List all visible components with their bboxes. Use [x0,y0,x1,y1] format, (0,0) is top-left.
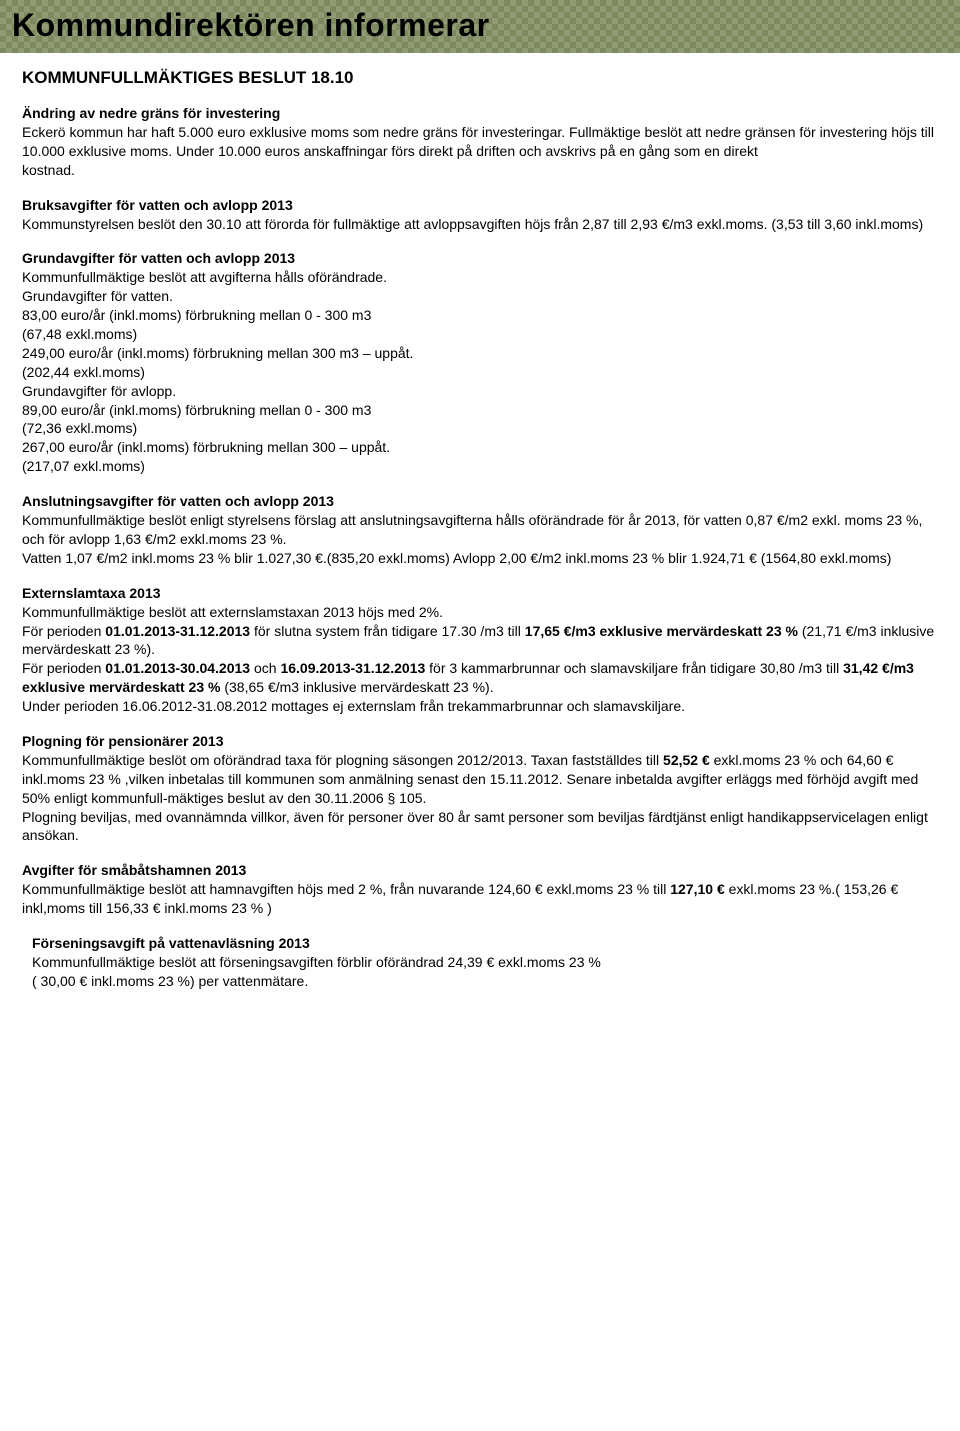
section-anslutning: Anslutningsavgifter för vatten och avlop… [22,492,938,568]
section-body: Kommunstyrelsen beslöt den 30.10 att för… [22,215,938,234]
text: för 3 kammarbrunnar och slamavskiljare f… [425,660,843,676]
section-body: Kommunfullmäktige beslöt att hamnavgifte… [22,880,938,918]
section-smabatshamn: Avgifter för småbåtshamnen 2013 Kommunfu… [22,861,938,918]
section-externslam: Externslamtaxa 2013 Kommunfullmäktige be… [22,584,938,716]
section-investering: Ändring av nedre gräns för investering E… [22,104,938,180]
banner-title: Kommundirektören informerar [12,4,948,47]
section-title: Plogning för pensionärer 2013 [22,732,938,751]
section-title: Ändring av nedre gräns för investering [22,104,938,123]
section-title: Förseningsavgift på vattenavläsning 2013 [32,934,938,953]
section-title: Grundavgifter för vatten och avlopp 2013 [22,249,938,268]
section-body: Kommunfullmäktige beslöt om oförändrad t… [22,751,938,845]
section-title: Bruksavgifter för vatten och avlopp 2013 [22,196,938,215]
page-banner: Kommundirektören informerar [0,0,960,53]
section-body: Kommunfullmäktige beslöt att externslams… [22,603,938,716]
section-body: Kommunfullmäktige beslöt enligt styrelse… [22,511,938,568]
page-subtitle: KOMMUNFULLMÄKTIGES BESLUT 18.10 [22,67,938,90]
section-title: Avgifter för småbåtshamnen 2013 [22,861,938,880]
section-body: Eckerö kommun har haft 5.000 euro exklus… [22,123,938,180]
section-bruksavgifter: Bruksavgifter för vatten och avlopp 2013… [22,196,938,234]
text: för slutna system från tidigare 17.30 /m… [250,623,525,639]
section-body: Kommunfullmäktige beslöt att förseningsa… [32,953,938,991]
section-body: Kommunfullmäktige beslöt att avgifterna … [22,268,938,476]
section-title: Anslutningsavgifter för vatten och avlop… [22,492,938,511]
text: och [250,660,280,676]
text: Kommunfullmäktige beslöt att hamnavgifte… [22,881,670,897]
bold-text: 52,52 € [663,752,710,768]
bold-text: 17,65 €/m3 exklusive mervärdeskatt 23 % [525,623,798,639]
page-content: KOMMUNFULLMÄKTIGES BESLUT 18.10 Ändring … [0,53,960,1028]
section-title: Externslamtaxa 2013 [22,584,938,603]
section-forsening: Förseningsavgift på vattenavläsning 2013… [22,934,938,991]
bold-text: 16.09.2013-31.12.2013 [280,660,425,676]
bold-text: 01.01.2013-31.12.2013 [105,623,250,639]
section-grundavgifter: Grundavgifter för vatten och avlopp 2013… [22,249,938,476]
bold-text: 01.01.2013-30.04.2013 [105,660,250,676]
text: Kommunfullmäktige beslöt om oförändrad t… [22,752,663,768]
section-plogning: Plogning för pensionärer 2013 Kommunfull… [22,732,938,845]
bold-text: 127,10 € [670,881,725,897]
